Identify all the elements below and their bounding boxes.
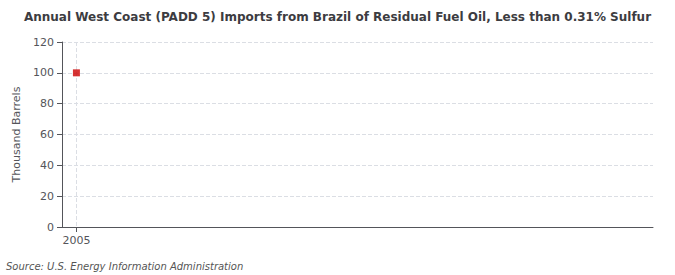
svg-text:2005: 2005 [62,234,90,247]
svg-text:0: 0 [47,221,54,234]
svg-text:100: 100 [33,66,54,79]
svg-text:20: 20 [40,190,54,203]
svg-text:60: 60 [40,128,54,141]
svg-text:40: 40 [40,159,54,172]
svg-text:120: 120 [33,36,54,49]
svg-text:Annual West Coast (PADD 5) Imp: Annual West Coast (PADD 5) Imports from … [24,10,651,24]
svg-text:Thousand Barrels: Thousand Barrels [10,86,23,183]
svg-text:80: 80 [40,97,54,110]
svg-text:Source: U.S. Energy Informatio: Source: U.S. Energy Information Administ… [6,261,243,272]
